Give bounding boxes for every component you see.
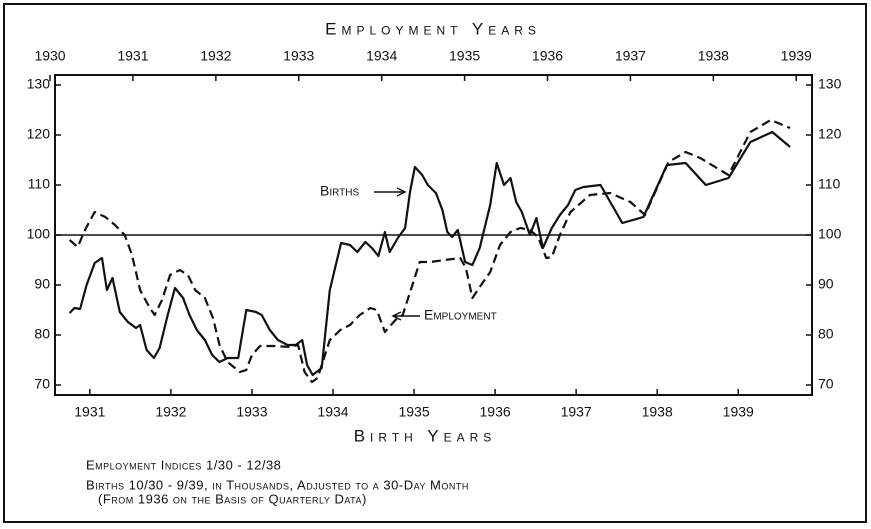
y2-tick-label: 110: [818, 176, 841, 192]
x2-tick-label: 1931: [117, 48, 148, 64]
annotation-arrow: [374, 187, 407, 197]
y-tick-label: 110: [28, 176, 51, 192]
x-tick-label: 1932: [155, 404, 186, 420]
note: Employment Indices 1/30 - 12/38: [86, 457, 281, 472]
y-tick-label: 70: [34, 376, 50, 392]
x2-tick-label: 1938: [698, 48, 729, 64]
y2-tick-label: 90: [818, 276, 834, 292]
y2-tick-label: 80: [818, 326, 834, 342]
series-annotation: Employment: [424, 307, 497, 323]
y-tick-label: 80: [34, 326, 50, 342]
y-tick-label: 130: [27, 76, 51, 92]
note: Births 10/30 - 9/39, in Thousands, Adjus…: [86, 477, 469, 492]
x-tick-label: 1931: [74, 404, 105, 420]
x2-tick-label: 1935: [449, 48, 480, 64]
annotation-arrow: [391, 311, 420, 321]
note: (From 1936 on the Basis of Quarterly Dat…: [98, 491, 367, 506]
x2-axis-title: Employment Years: [325, 19, 541, 38]
x2-tick-label: 1937: [615, 48, 646, 64]
y2-tick-label: 120: [818, 126, 842, 142]
x-tick-label: 1938: [642, 404, 673, 420]
x2-tick-label: 1933: [283, 48, 314, 64]
y-tick-label: 90: [34, 276, 50, 292]
y2-tick-label: 70: [818, 376, 834, 392]
y2-tick-label: 100: [818, 226, 842, 242]
x-tick-label: 1935: [398, 404, 429, 420]
outer-frame: [3, 3, 867, 523]
series-line: [68, 118, 791, 384]
x2-tick-label: 1930: [34, 48, 65, 64]
x2-tick-label: 1934: [366, 48, 397, 64]
x-axis-title: Birth Years: [354, 426, 497, 445]
series-line: [68, 130, 791, 377]
y-tick-label: 120: [27, 126, 51, 142]
x-tick-label: 1937: [561, 404, 592, 420]
x-tick-label: 1933: [236, 404, 267, 420]
y2-tick-label: 130: [818, 76, 842, 92]
x-tick-label: 1934: [317, 404, 348, 420]
x-tick-label: 1939: [723, 404, 754, 420]
series-annotation: Births: [320, 183, 359, 199]
y-tick-label: 100: [27, 226, 51, 242]
x-tick-label: 1936: [480, 404, 511, 420]
x2-tick-label: 1932: [200, 48, 231, 64]
x2-tick-label: 1939: [781, 48, 812, 64]
x2-tick-label: 1936: [532, 48, 563, 64]
